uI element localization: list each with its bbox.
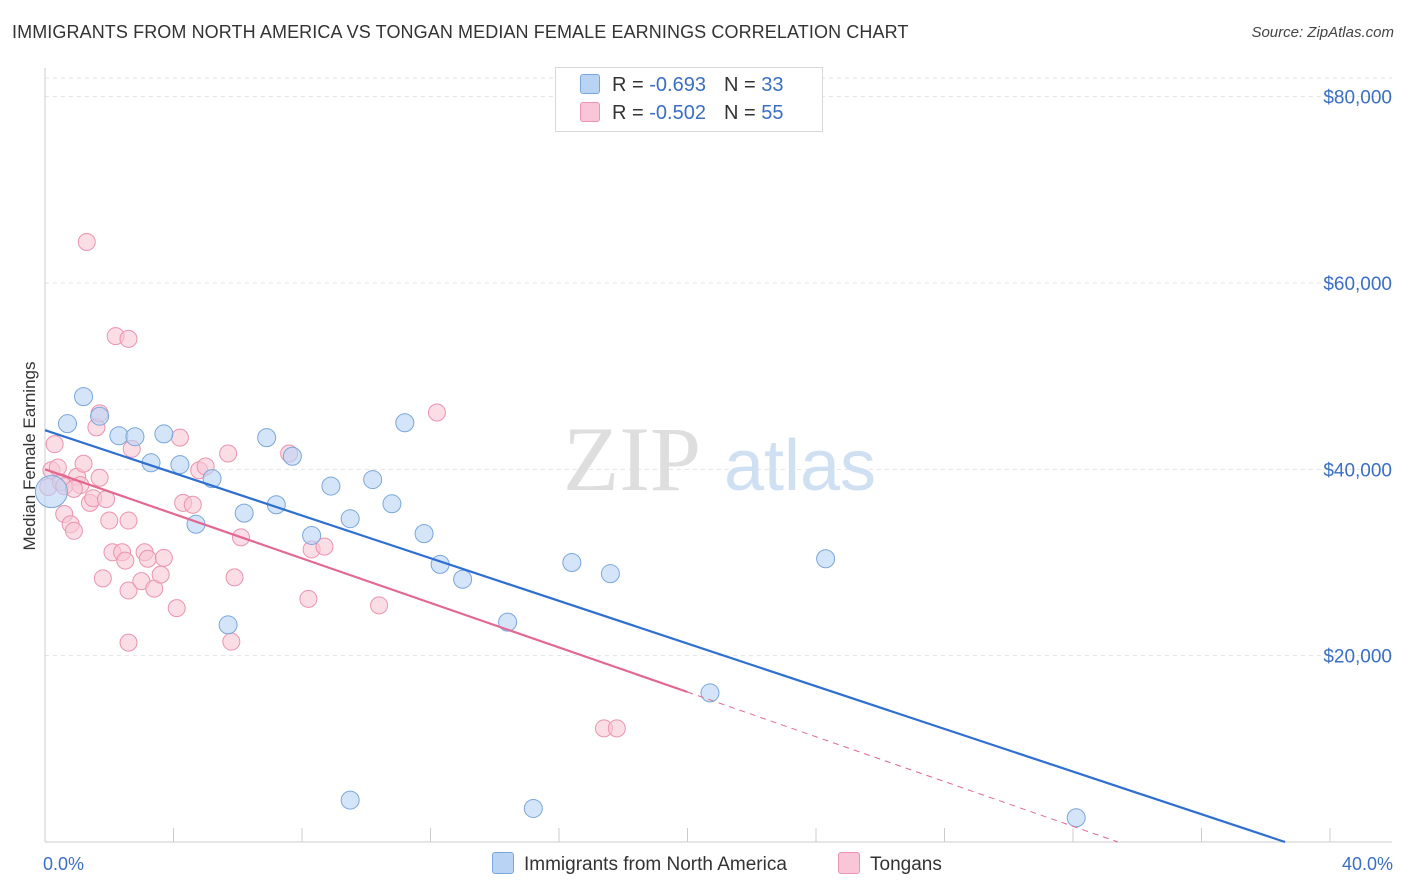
immigrants-point bbox=[302, 525, 322, 545]
immigrants-point bbox=[170, 455, 190, 475]
tongans-point bbox=[427, 403, 446, 422]
immigrants-point bbox=[234, 503, 254, 523]
legend-item-tongans[interactable]: Tongans bbox=[838, 852, 942, 876]
immigrants-point bbox=[453, 569, 473, 589]
immigrants-point bbox=[816, 549, 836, 569]
tongans-point bbox=[138, 549, 157, 568]
tongans-point bbox=[116, 551, 135, 570]
legend-n-label: N = bbox=[723, 74, 762, 96]
tongans-point bbox=[93, 569, 112, 588]
immigrants-point bbox=[414, 524, 434, 544]
immigrants-point bbox=[125, 427, 145, 447]
chart-title: IMMIGRANTS FROM NORTH AMERICA VS TONGAN … bbox=[12, 22, 909, 42]
y-tick-label: $80,000 bbox=[1323, 88, 1392, 109]
immigrants-point bbox=[57, 414, 77, 434]
immigrants-trend-line bbox=[44, 429, 1286, 844]
tongans-point bbox=[167, 599, 186, 618]
legend-r-label: R = bbox=[612, 74, 650, 96]
immigrants-point bbox=[523, 798, 543, 818]
tongans-trend-line bbox=[44, 468, 688, 694]
immigrants-point bbox=[395, 413, 415, 433]
immigrants-point bbox=[321, 476, 341, 496]
immigrants-point bbox=[562, 552, 582, 572]
series-immigrants-points bbox=[34, 387, 1086, 828]
immigrants-point bbox=[74, 387, 94, 407]
tongans-point bbox=[119, 633, 138, 652]
tongans-point bbox=[74, 454, 93, 473]
tongans-point bbox=[100, 511, 119, 530]
tongans-point bbox=[219, 444, 238, 463]
immigrants-point bbox=[340, 509, 360, 529]
axes bbox=[44, 68, 1392, 843]
immigrants-point bbox=[498, 612, 518, 632]
watermark-zip: ZIP bbox=[563, 408, 701, 510]
immigrants-point bbox=[1066, 808, 1086, 828]
tongans-point bbox=[90, 468, 109, 487]
series-legend: Immigrants from North America Tongans bbox=[0, 852, 1406, 878]
tongans-point bbox=[119, 511, 138, 530]
tongans-point bbox=[119, 329, 138, 348]
legend-row-blue: R = -0.693 N = 33 bbox=[580, 74, 783, 100]
legend-item-immigrants[interactable]: Immigrants from North America bbox=[492, 852, 787, 876]
tongans-point bbox=[151, 565, 170, 584]
legend-n-label: N = bbox=[723, 102, 762, 124]
tongans-point bbox=[315, 537, 334, 556]
tongans-point bbox=[225, 568, 244, 587]
y-tick-label: $20,000 bbox=[1323, 647, 1392, 668]
tongans-point bbox=[45, 435, 64, 454]
x-tick-label-min: 0.0% bbox=[43, 854, 84, 874]
tick-labels: $20,000 $40,000 $60,000 $80,000 0.0% 40.0% bbox=[43, 88, 1393, 874]
correlation-legend: R = -0.693 N = 33 R = -0.502 N = 55 bbox=[555, 67, 823, 132]
x-tick-label-max: 40.0% bbox=[1342, 854, 1393, 874]
tongans-point bbox=[607, 719, 626, 738]
tongans-trend-extension bbox=[687, 691, 1119, 843]
legend-r-label: R = bbox=[612, 102, 650, 124]
legend-label-tongans: Tongans bbox=[870, 854, 942, 875]
legend-swatch-pink bbox=[580, 102, 600, 122]
legend-n-value: 55 bbox=[761, 102, 784, 124]
y-axis-label: Median Female Earnings bbox=[20, 361, 39, 551]
immigrants-point bbox=[90, 406, 110, 426]
legend-swatch-pink bbox=[838, 852, 860, 874]
tongans-point bbox=[183, 495, 202, 514]
y-tick-label: $60,000 bbox=[1323, 274, 1392, 295]
immigrants-point bbox=[363, 470, 383, 490]
immigrants-point bbox=[154, 424, 174, 444]
legend-r-value: -0.693 bbox=[649, 74, 706, 96]
immigrants-point bbox=[218, 615, 238, 635]
immigrants-point bbox=[109, 426, 129, 446]
immigrants-point bbox=[257, 428, 277, 448]
legend-swatch-blue bbox=[580, 74, 600, 94]
source-credit: Source: ZipAtlas.com bbox=[1251, 24, 1394, 41]
legend-n-value: 33 bbox=[761, 74, 784, 96]
tongans-point bbox=[222, 632, 241, 651]
tongans-point bbox=[299, 589, 318, 608]
tongans-point bbox=[64, 479, 83, 498]
legend-r-value: -0.502 bbox=[649, 102, 706, 124]
tongans-point bbox=[64, 521, 83, 540]
immigrants-point bbox=[34, 475, 68, 509]
legend-swatch-blue bbox=[492, 852, 514, 874]
immigrants-point bbox=[340, 790, 360, 810]
grid-lines bbox=[45, 77, 1392, 657]
y-tick-label: $40,000 bbox=[1323, 460, 1392, 481]
trend-lines bbox=[44, 429, 1286, 844]
tongans-point bbox=[77, 232, 96, 251]
tongans-point bbox=[370, 596, 389, 615]
immigrants-point bbox=[700, 683, 720, 703]
tongans-point bbox=[154, 548, 173, 567]
tongans-point bbox=[119, 581, 138, 600]
immigrants-point bbox=[382, 494, 402, 514]
watermark: ZIP atlas bbox=[563, 408, 876, 510]
legend-row-pink: R = -0.502 N = 55 bbox=[580, 102, 783, 128]
legend-label-immigrants: Immigrants from North America bbox=[524, 854, 787, 875]
watermark-atlas: atlas bbox=[724, 426, 876, 506]
tongans-point bbox=[170, 428, 189, 447]
immigrants-point bbox=[282, 446, 302, 466]
immigrants-point bbox=[600, 564, 620, 584]
